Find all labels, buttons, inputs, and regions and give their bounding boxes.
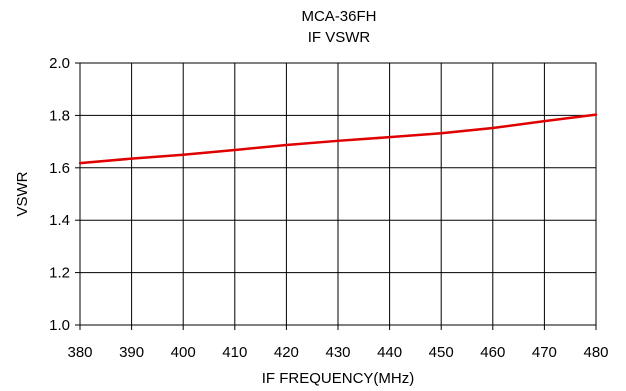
x-tick-label: 470 <box>532 344 557 361</box>
chart-title: MCA-36FH <box>301 8 376 25</box>
x-tick-label: 440 <box>377 344 402 361</box>
grid-lines <box>79 62 597 326</box>
y-tick-label: 1.2 <box>49 265 70 282</box>
data-point <box>543 120 546 123</box>
data-point <box>337 139 339 142</box>
axis-ticks: 380 390 400 410 420 430 440 450 460 470 480 1.0 1.2 1… <box>49 55 608 361</box>
x-tick-label: 430 <box>325 344 350 361</box>
x-axis-label: IF FREQUENCY(MHz) <box>262 370 415 387</box>
data-point <box>440 132 443 135</box>
series-layer <box>78 113 598 165</box>
x-tick-label: 410 <box>222 344 247 361</box>
y-tick-label: 1.0 <box>49 317 70 334</box>
data-point <box>182 153 185 156</box>
data-point <box>79 162 81 164</box>
chart-subtitle: IF VSWR <box>308 29 371 46</box>
y-axis-label: VSWR <box>14 171 31 216</box>
x-tick-label: 400 <box>171 344 196 361</box>
y-tick-label: 1.8 <box>49 107 70 124</box>
data-point <box>491 127 494 129</box>
x-tick-label: 420 <box>274 344 299 361</box>
x-tick-label: 380 <box>67 344 92 361</box>
data-point <box>595 113 597 116</box>
data-point <box>233 149 236 151</box>
x-tick-label: 460 <box>480 344 505 361</box>
x-tick-label: 390 <box>119 344 144 361</box>
y-tick-label: 1.4 <box>49 212 70 229</box>
data-point <box>388 136 391 139</box>
x-tick-label: 480 <box>583 344 608 361</box>
y-tick-label: 1.6 <box>49 160 70 177</box>
data-point <box>130 157 133 160</box>
x-tick-label: 450 <box>429 344 454 361</box>
data-point <box>285 144 288 146</box>
y-tick-label: 2.0 <box>49 55 70 72</box>
